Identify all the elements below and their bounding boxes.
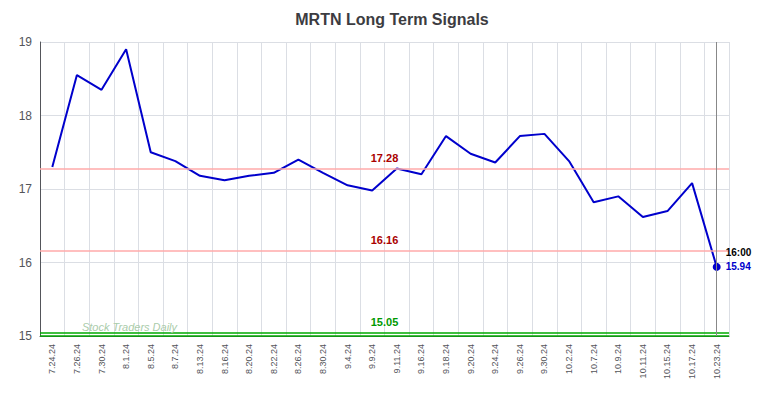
svg-text:16.16: 16.16 (371, 234, 399, 246)
svg-text:16:00: 16:00 (726, 247, 752, 258)
svg-text:8.22.24: 8.22.24 (269, 344, 279, 374)
svg-text:15.94: 15.94 (726, 261, 751, 272)
svg-text:8.7.24: 8.7.24 (170, 344, 180, 369)
svg-text:9.20.24: 9.20.24 (466, 344, 476, 374)
svg-text:8.5.24: 8.5.24 (146, 344, 156, 369)
svg-text:17.28: 17.28 (371, 152, 399, 164)
svg-text:9.11.24: 9.11.24 (392, 344, 402, 373)
svg-text:9.18.24: 9.18.24 (441, 344, 451, 374)
svg-text:7.26.24: 7.26.24 (72, 344, 82, 374)
svg-text:16: 16 (19, 256, 33, 270)
svg-text:10.23.24: 10.23.24 (712, 344, 722, 379)
svg-text:8.13.24: 8.13.24 (195, 344, 205, 374)
svg-text:8.16.24: 8.16.24 (220, 344, 230, 374)
svg-text:8.26.24: 8.26.24 (293, 344, 303, 374)
svg-text:8.20.24: 8.20.24 (244, 344, 254, 374)
svg-text:9.16.24: 9.16.24 (416, 344, 426, 374)
svg-text:10.15.24: 10.15.24 (662, 344, 672, 379)
svg-text:10.7.24: 10.7.24 (589, 344, 599, 374)
svg-text:7.30.24: 7.30.24 (97, 344, 107, 374)
svg-text:MRTN Long Term Signals: MRTN Long Term Signals (295, 11, 489, 28)
svg-text:8.1.24: 8.1.24 (121, 344, 131, 369)
svg-text:9.30.24: 9.30.24 (539, 344, 549, 374)
svg-text:10.9.24: 10.9.24 (613, 344, 623, 374)
svg-text:9.9.24: 9.9.24 (367, 344, 377, 369)
svg-text:10.2.24: 10.2.24 (564, 344, 574, 374)
svg-text:9.24.24: 9.24.24 (490, 344, 500, 374)
svg-text:15.05: 15.05 (371, 316, 399, 328)
svg-text:10.11.24: 10.11.24 (638, 344, 648, 378)
svg-text:18: 18 (19, 109, 33, 123)
svg-text:8.30.24: 8.30.24 (318, 344, 328, 374)
svg-text:7.24.24: 7.24.24 (47, 344, 57, 374)
svg-text:15: 15 (19, 329, 33, 343)
svg-text:Stock Traders Daily: Stock Traders Daily (82, 321, 179, 333)
svg-text:9.26.24: 9.26.24 (515, 344, 525, 374)
svg-text:17: 17 (19, 182, 33, 196)
svg-text:19: 19 (19, 35, 33, 49)
svg-text:9.4.24: 9.4.24 (343, 344, 353, 369)
svg-text:10.17.24: 10.17.24 (687, 344, 697, 379)
